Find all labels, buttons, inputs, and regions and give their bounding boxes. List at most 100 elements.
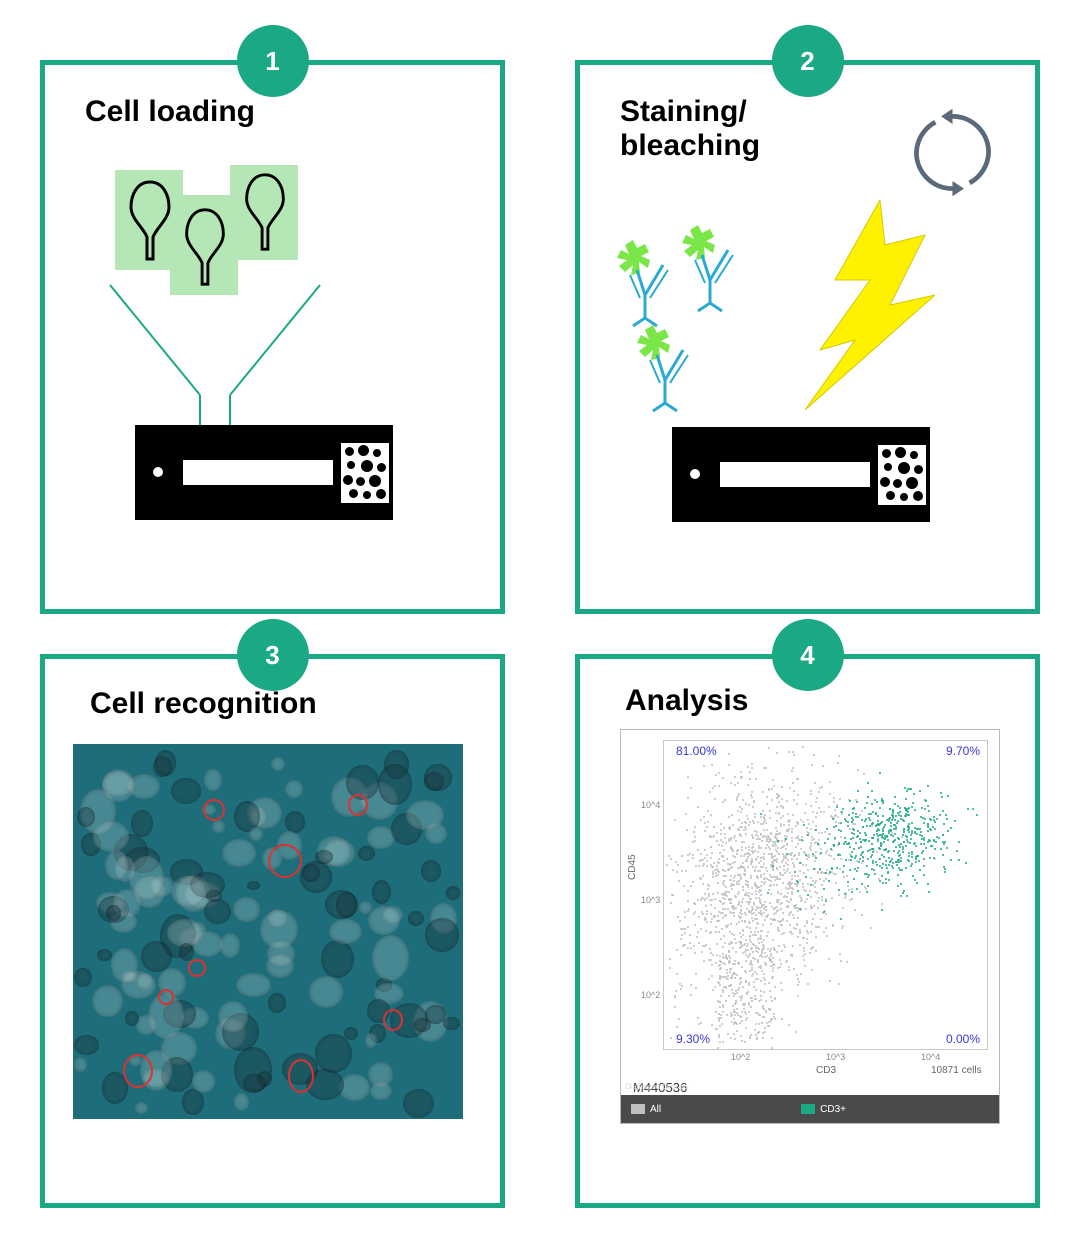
scatter-point — [741, 826, 743, 828]
scatter-point — [791, 893, 793, 895]
scatter-point — [817, 871, 819, 873]
scatter-point — [703, 816, 705, 818]
scatter-point — [934, 858, 936, 860]
detection-ring — [123, 1054, 153, 1088]
scatter-point — [739, 833, 741, 835]
scatter-point — [744, 853, 746, 855]
scatter-point — [702, 875, 704, 877]
scatter-point — [783, 869, 785, 871]
scatter-point — [805, 854, 807, 856]
scatter-point — [908, 860, 910, 862]
detection-ring — [188, 959, 206, 977]
scatter-point — [867, 885, 869, 887]
legend-label-cd3: CD3+ — [820, 1104, 846, 1115]
scatter-point — [747, 884, 749, 886]
cell-blob — [378, 764, 412, 805]
scatter-point — [720, 823, 722, 825]
scatter-point — [713, 826, 715, 828]
scatter-point — [716, 832, 718, 834]
scatter-point — [894, 839, 896, 841]
scatter-point — [807, 869, 809, 871]
scatter-point — [823, 931, 825, 933]
scatter-point — [766, 935, 768, 937]
scatter-point — [731, 989, 733, 991]
scatter-point — [805, 908, 807, 910]
scatter-point — [837, 816, 839, 818]
scatter-point — [965, 862, 967, 864]
scatter-point — [678, 880, 680, 882]
scatter-point — [894, 803, 896, 805]
scatter-point — [895, 846, 897, 848]
scatter-point — [735, 1000, 737, 1002]
scatter-point — [767, 835, 769, 837]
scatter-point — [942, 834, 944, 836]
scatter-point — [958, 841, 960, 843]
scatter-point — [746, 1017, 748, 1019]
scatter-point — [712, 866, 714, 868]
scatter-point — [855, 855, 857, 857]
scatter-point — [768, 788, 770, 790]
scatter-point — [734, 784, 736, 786]
panel-cell-loading: 1 Cell loading — [40, 60, 505, 614]
scatter-point — [728, 753, 730, 755]
scatter-point — [711, 1024, 713, 1026]
scatter-point — [805, 876, 807, 878]
scatter-point — [916, 882, 918, 884]
scatter-point — [689, 934, 691, 936]
scatter-point — [780, 805, 782, 807]
scatter-point — [748, 1002, 750, 1004]
scatter-point — [938, 837, 940, 839]
scatter-point — [915, 845, 917, 847]
scatter-point — [760, 847, 762, 849]
scatter-point — [807, 883, 809, 885]
scatter-point — [716, 1028, 718, 1030]
scatter-point — [698, 942, 700, 944]
scatter-point — [826, 828, 828, 830]
scatter-point — [712, 954, 714, 956]
scatter-point — [771, 1047, 773, 1049]
cell-blob — [425, 918, 458, 951]
scatter-point — [693, 945, 695, 947]
scatter-point — [763, 767, 765, 769]
scatter-point — [722, 912, 724, 914]
device-dot — [690, 469, 700, 479]
scatter-point — [859, 832, 861, 834]
scatter-point — [851, 898, 853, 900]
scatter-point — [804, 965, 806, 967]
scatter-point — [905, 845, 907, 847]
scatter-point — [944, 871, 946, 873]
scatter-point — [811, 969, 813, 971]
scatter-point — [760, 860, 762, 862]
scatter-point — [737, 867, 739, 869]
scatter-point — [697, 849, 699, 851]
scatter-point — [670, 858, 672, 860]
scatter-point — [768, 846, 770, 848]
scatter-point — [764, 819, 766, 821]
scatter-point — [712, 876, 714, 878]
scatter-point — [743, 829, 745, 831]
scatter-point — [906, 895, 908, 897]
cell-blob — [302, 864, 320, 883]
scatter-point — [791, 858, 793, 860]
device-slot — [183, 460, 333, 485]
scatter-point — [745, 828, 747, 830]
scatter-point — [856, 836, 858, 838]
scatter-point — [739, 1015, 741, 1017]
scatter-point — [782, 846, 784, 848]
scatter-point — [771, 1037, 773, 1039]
scatter-point — [788, 1024, 790, 1026]
scatter-point — [761, 956, 763, 958]
scatter-point — [772, 844, 774, 846]
scatter-point — [810, 884, 812, 886]
scatter-point — [864, 873, 866, 875]
scatter-point — [714, 986, 716, 988]
scatter-point — [900, 815, 902, 817]
scatter-point — [825, 872, 827, 874]
scatter-point — [919, 828, 921, 830]
scatter-point — [797, 910, 799, 912]
scatter-point — [668, 855, 670, 857]
scatter-point — [725, 914, 727, 916]
scatter-point — [740, 776, 742, 778]
scatter-point — [849, 800, 851, 802]
scatter-point — [908, 855, 910, 857]
